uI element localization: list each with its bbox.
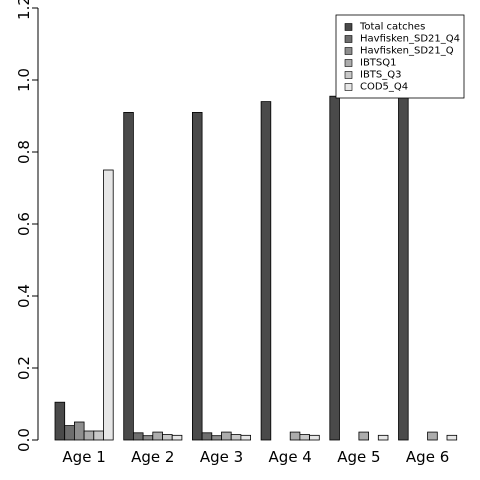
- x-tick-label: Age 6: [406, 448, 449, 466]
- legend-swatch: [344, 35, 353, 43]
- y-tick-label: 1.2: [15, 0, 33, 20]
- x-tick-label: Age 1: [62, 448, 105, 466]
- legend-label: Havfisken_SD21_Q4: [360, 34, 460, 45]
- bars-layer: [54, 90, 458, 441]
- bar-total-catches-age-4: [260, 101, 272, 441]
- y-tick-label: 0.4: [15, 284, 33, 308]
- bar-havfisken-sd21-q4-age-2: [132, 432, 144, 441]
- x-tick-label: Age 3: [200, 448, 243, 466]
- legend-swatch: [344, 71, 353, 79]
- bar-ibtsq1-age-4: [289, 431, 301, 441]
- bar-havfisken-sd21-q4-age-3: [201, 432, 213, 441]
- legend: Total catchesHavfisken_SD21_Q4Havfisken_…: [335, 14, 465, 99]
- x-tick-label: Age 4: [269, 448, 312, 466]
- bar-ibts-q3-age-1: [93, 430, 104, 441]
- bar-ibtsq1-age-5: [358, 431, 369, 441]
- bar-cod5-q4-age-6: [446, 434, 458, 441]
- bar-ibts-q3-age-4: [299, 434, 310, 441]
- legend-swatch: [344, 23, 353, 31]
- y-tick-label: 0.0: [15, 428, 33, 452]
- y-tick-label: 0.2: [15, 356, 33, 380]
- bar-cod5-q4-age-4: [309, 434, 320, 441]
- bar-ibtsq1-age-1: [83, 430, 95, 441]
- bar-havfisken-sd21-q-age-1: [74, 421, 85, 441]
- x-tick-label: Age 5: [337, 448, 380, 466]
- y-tick-label: 0.6: [15, 212, 33, 236]
- legend-swatch: [344, 47, 353, 55]
- bar-ibtsq1-age-2: [152, 431, 163, 441]
- legend-label: IBTS_Q3: [360, 70, 402, 81]
- x-axis-labels: Age 1 Age 2 Age 3 Age 4 Age 5 Age 6: [62, 448, 449, 466]
- bar-total-catches-age-3: [191, 112, 203, 441]
- y-tick-label: 1.0: [15, 68, 33, 92]
- y-tick-label: 0.8: [15, 140, 33, 164]
- legend-label: Havfisken_SD21_Q: [360, 46, 454, 57]
- bar-total-catches-age-2: [123, 112, 134, 441]
- legend-swatch: [344, 83, 353, 91]
- bar-ibtsq1-age-3: [221, 431, 232, 441]
- legend-swatch: [344, 59, 353, 67]
- legend-box: [335, 14, 465, 99]
- x-tick-label: Age 2: [131, 448, 174, 466]
- bar-ibts-q3-age-3: [230, 434, 242, 441]
- y-axis: 0.0 0.2 0.4 0.6 0.8 1.0 1.2: [15, 0, 39, 452]
- bar-total-catches-age-5: [329, 95, 340, 441]
- bar-total-catches-age-6: [398, 90, 409, 441]
- bar-havfisken-sd21-q4-age-1: [64, 425, 75, 441]
- legend-label: COD5_Q4: [360, 82, 408, 93]
- bar-cod5-q4-age-2: [171, 434, 183, 441]
- bar-ibts-q3-age-2: [162, 434, 173, 441]
- legend-label: IBTSQ1: [360, 58, 397, 69]
- bar-total-catches-age-1: [54, 401, 66, 441]
- bar-havfisken-sd21-q-age-3: [211, 435, 222, 441]
- bar-cod5-q4-age-3: [240, 434, 251, 441]
- bar-cod5-q4-age-5: [377, 434, 389, 441]
- bar-cod5-q4-age-1: [103, 169, 114, 441]
- legend-label: Total catches: [359, 22, 425, 33]
- bar-ibtsq1-age-6: [427, 431, 438, 441]
- bar-havfisken-sd21-q-age-2: [142, 435, 154, 441]
